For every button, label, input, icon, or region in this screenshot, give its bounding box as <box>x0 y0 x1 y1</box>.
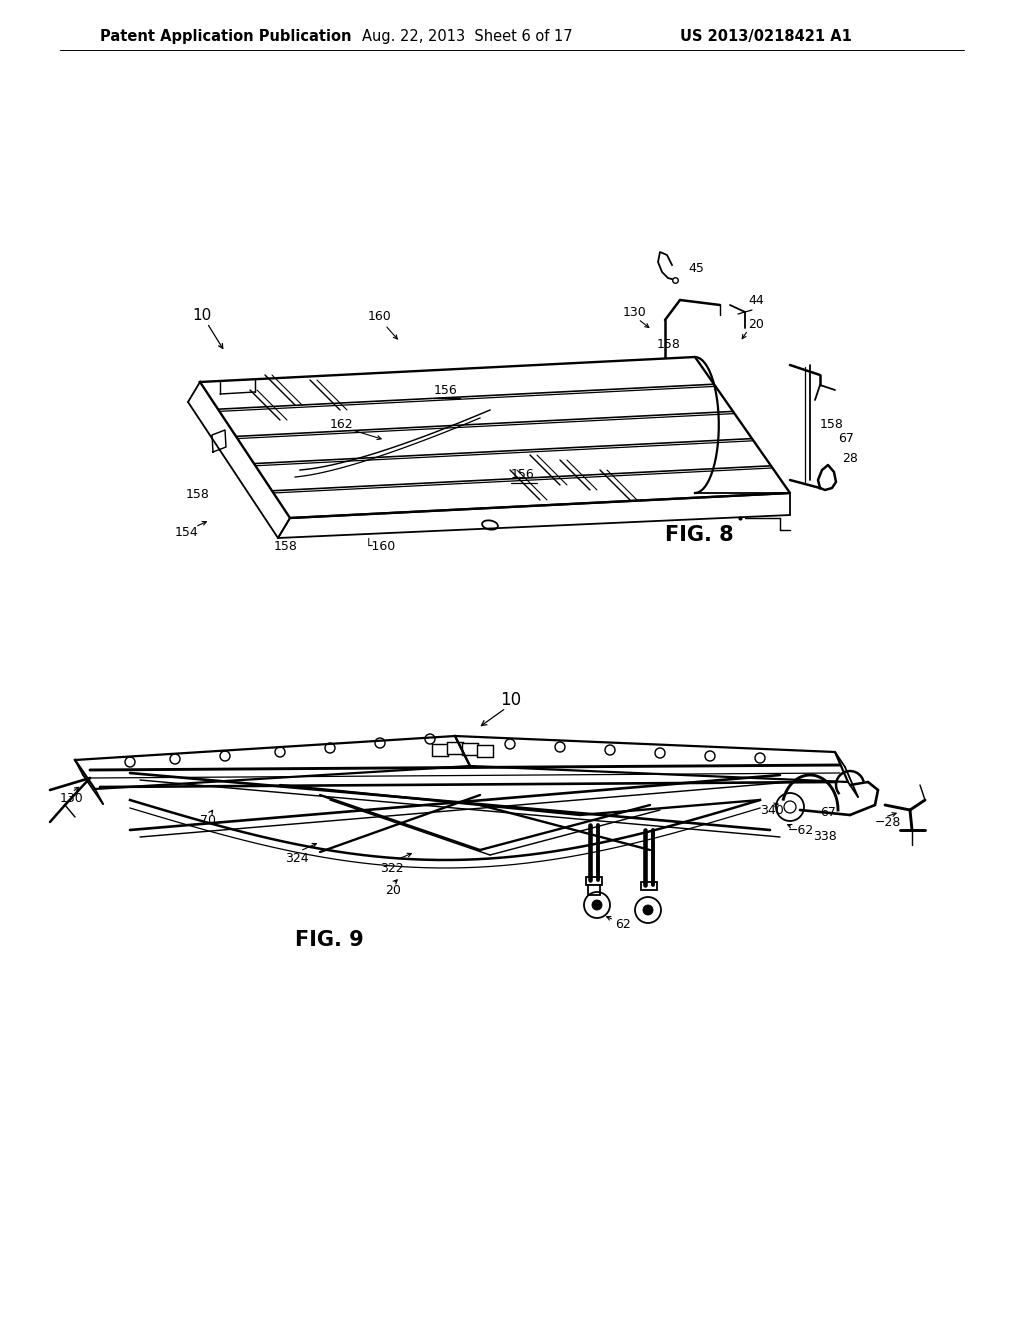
Text: 154: 154 <box>175 527 199 540</box>
Text: 162: 162 <box>330 418 353 432</box>
Text: 28: 28 <box>842 451 858 465</box>
Text: US 2013/0218421 A1: US 2013/0218421 A1 <box>680 29 852 45</box>
Bar <box>432 744 449 756</box>
Circle shape <box>592 900 602 909</box>
Text: 130: 130 <box>60 792 84 804</box>
Text: 158: 158 <box>657 338 681 351</box>
Text: FIG. 9: FIG. 9 <box>295 931 364 950</box>
Text: 10: 10 <box>500 690 521 709</box>
Text: 130: 130 <box>623 305 647 318</box>
Text: 156: 156 <box>434 384 458 396</box>
Bar <box>588 884 600 895</box>
Text: 324: 324 <box>285 851 308 865</box>
Text: Patent Application Publication: Patent Application Publication <box>100 29 351 45</box>
Text: 62: 62 <box>615 919 631 932</box>
Text: 45: 45 <box>688 261 703 275</box>
Text: 10: 10 <box>193 308 211 322</box>
Text: 160: 160 <box>368 310 392 323</box>
Text: 158: 158 <box>274 540 298 553</box>
Bar <box>462 743 478 755</box>
Bar <box>586 876 602 884</box>
Text: 67: 67 <box>820 805 836 818</box>
Text: 20: 20 <box>385 883 400 896</box>
Text: 20: 20 <box>748 318 764 331</box>
Bar <box>477 744 493 756</box>
Text: Aug. 22, 2013  Sheet 6 of 17: Aug. 22, 2013 Sheet 6 of 17 <box>362 29 572 45</box>
Text: 158: 158 <box>820 418 844 432</box>
Text: 44: 44 <box>748 293 764 306</box>
Text: FIG. 8: FIG. 8 <box>665 525 733 545</box>
Bar <box>641 882 657 890</box>
Text: 338: 338 <box>813 830 837 843</box>
Text: −62: −62 <box>788 824 814 837</box>
Bar <box>447 742 463 754</box>
Text: 340: 340 <box>760 804 783 817</box>
Text: 156: 156 <box>511 469 535 482</box>
Text: −28: −28 <box>874 816 901 829</box>
Text: 158: 158 <box>186 488 210 502</box>
Text: 67: 67 <box>838 432 854 445</box>
Circle shape <box>643 906 653 915</box>
Ellipse shape <box>482 520 498 529</box>
Text: └160: └160 <box>365 540 396 553</box>
Text: 322: 322 <box>380 862 403 874</box>
Text: 70: 70 <box>200 813 216 826</box>
